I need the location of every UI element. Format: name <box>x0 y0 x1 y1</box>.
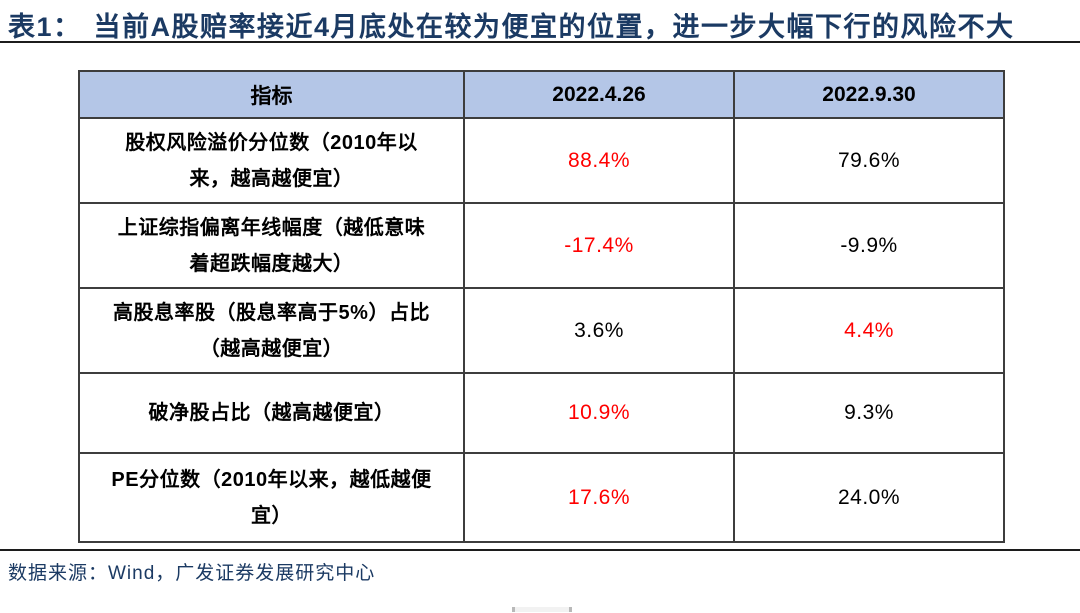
indicator-cell: 高股息率股（股息率高于5%）占比（越高越便宜） <box>78 287 465 374</box>
table-header-row: 指标 2022.4.26 2022.9.30 <box>78 70 1005 119</box>
table-row: PE分位数（2010年以来，越低越便宜） 17.6% 24.0% <box>78 452 1005 543</box>
value-cell-april: -17.4% <box>463 202 735 289</box>
title-divider-rule <box>0 41 1080 43</box>
header-cell-indicator: 指标 <box>78 70 465 119</box>
indicator-cell: 上证综指偏离年线幅度（越低意味着超跌幅度越大） <box>78 202 465 289</box>
indicator-cell: 破净股占比（越高越便宜） <box>78 372 465 454</box>
footer-divider-rule <box>0 549 1080 551</box>
indicator-cell: 股权风险溢价分位数（2010年以来，越高越便宜） <box>78 117 465 204</box>
indicator-cell: PE分位数（2010年以来，越低越便宜） <box>78 452 465 543</box>
data-source-note: 数据来源：Wind，广发证券发展研究中心 <box>8 563 376 584</box>
value-cell-april: 88.4% <box>463 117 735 204</box>
value-cell-september: 4.4% <box>733 287 1005 374</box>
header-cell-date-april: 2022.4.26 <box>463 70 735 119</box>
horizontal-scrollbar-thumb[interactable] <box>512 607 572 612</box>
table-row: 上证综指偏离年线幅度（越低意味着超跌幅度越大） -17.4% -9.9% <box>78 202 1005 289</box>
page-title: 表1： 当前A股赔率接近4月底处在较为便宜的位置，进一步大幅下行的风险不大 <box>8 5 1073 44</box>
value-cell-april: 3.6% <box>463 287 735 374</box>
value-cell-september: 79.6% <box>733 117 1005 204</box>
value-cell-september: 9.3% <box>733 372 1005 454</box>
table-row: 高股息率股（股息率高于5%）占比（越高越便宜） 3.6% 4.4% <box>78 287 1005 374</box>
table-row: 股权风险溢价分位数（2010年以来，越高越便宜） 88.4% 79.6% <box>78 117 1005 204</box>
table-title-text: 当前A股赔率接近4月底处在较为便宜的位置，进一步大幅下行的风险不大 <box>93 12 1015 42</box>
table-number-label: 表1： <box>8 12 82 42</box>
value-cell-september: -9.9% <box>733 202 1005 289</box>
table-row: 破净股占比（越高越便宜） 10.9% 9.3% <box>78 372 1005 454</box>
value-cell-april: 17.6% <box>463 452 735 543</box>
value-cell-april: 10.9% <box>463 372 735 454</box>
indicators-table: 指标 2022.4.26 2022.9.30 股权风险溢价分位数（2010年以来… <box>78 70 1005 543</box>
value-cell-september: 24.0% <box>733 452 1005 543</box>
header-cell-date-september: 2022.9.30 <box>733 70 1005 119</box>
